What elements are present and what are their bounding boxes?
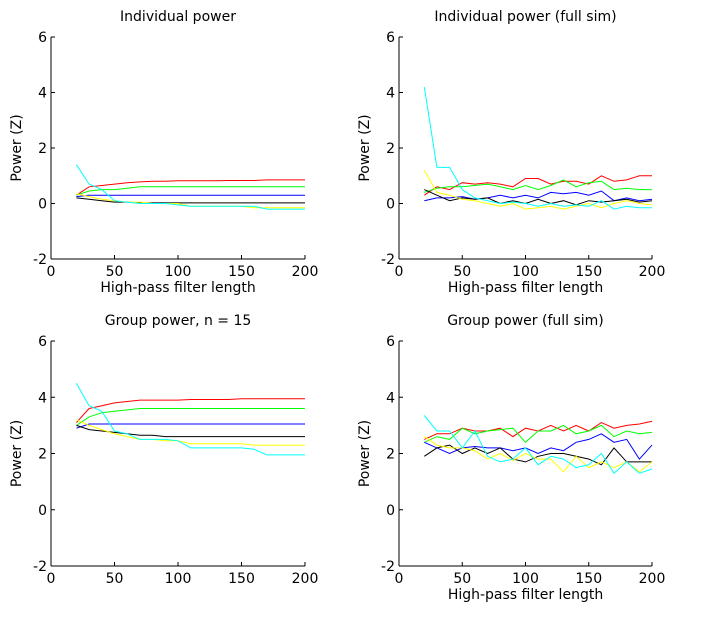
series-line-1 [76,179,305,196]
series-line-5 [76,419,305,446]
y-tick-label: 6 [386,30,395,46]
chart-title: Individual power [120,9,236,25]
chart-title: Individual power (full sim) [434,9,616,25]
series-line-4 [424,189,653,206]
x-tick-label: 0 [47,264,56,280]
y-tick-label: 4 [386,390,395,406]
x-tick-label: 50 [106,571,124,587]
series-line-3 [76,194,305,198]
y-tick-label: -2 [381,252,395,268]
x-tick-label: 150 [228,264,255,280]
y-tick-label: 0 [38,197,47,213]
series-line-4 [76,424,305,438]
x-tick-label: 200 [639,264,666,280]
x-tick-label: 200 [639,571,666,587]
y-tick-label: 2 [38,447,47,463]
y-tick-label: 0 [386,197,395,213]
series-line-4 [76,197,305,204]
x-tick-label: 0 [395,571,404,587]
x-axis-label: High-pass filter length [448,587,603,603]
x-axis-label: High-pass filter length [100,280,255,296]
x-tick-label: 150 [575,264,602,280]
y-axis-label: Power (Z) [9,114,25,181]
x-tick-label: 100 [165,264,192,280]
series-line-1 [424,420,653,440]
series-line-2 [424,424,653,444]
series-line-2 [76,408,305,426]
x-tick-label: 50 [106,264,124,280]
x-tick-label: 150 [575,571,602,587]
y-tick-label: -2 [33,559,47,575]
y-tick-label: 4 [38,390,47,406]
y-axis-label: Power (Z) [357,420,373,487]
x-tick-label: 100 [512,571,539,587]
chart-title: Group power (full sim) [447,313,604,329]
x-tick-label: 150 [228,571,255,587]
y-tick-label: -2 [381,559,395,575]
series-line-1 [76,398,305,423]
series-line-1 [424,175,652,196]
y-tick-label: 4 [38,86,47,102]
x-tick-label: 0 [395,264,404,280]
y-tick-label: 0 [38,503,47,519]
x-tick-label: 100 [512,264,539,280]
x-tick-label: 200 [292,571,319,587]
y-axis-label: Power (Z) [9,420,25,487]
x-tick-label: 50 [453,571,471,587]
y-tick-label: 2 [386,447,395,463]
y-tick-label: 4 [386,86,395,102]
chart-title: Group power, n = 15 [105,313,252,329]
x-tick-label: 200 [292,264,319,280]
y-tick-label: 6 [386,334,395,350]
series-line-5 [76,193,305,209]
x-tick-label: 0 [47,571,56,587]
series-line-4 [424,444,652,466]
x-tick-label: 100 [165,571,192,587]
series-line-3 [424,433,653,460]
series-line-3 [76,423,305,429]
series-line-5 [423,169,653,210]
y-tick-label: 2 [386,141,395,157]
series-line-6 [75,382,305,456]
series-line-6 [423,415,653,474]
y-tick-label: 6 [38,30,47,46]
y-tick-label: 0 [386,503,395,519]
x-axis-label: High-pass filter length [448,280,603,296]
series-line-2 [424,179,652,193]
x-tick-label: 50 [453,264,471,280]
series-line-2 [76,186,305,196]
series-line-6 [423,86,652,210]
y-tick-label: -2 [33,252,47,268]
series-line-6 [75,164,305,210]
y-tick-label: 2 [38,141,47,157]
y-tick-label: 6 [38,334,47,350]
y-axis-label: Power (Z) [357,114,373,181]
